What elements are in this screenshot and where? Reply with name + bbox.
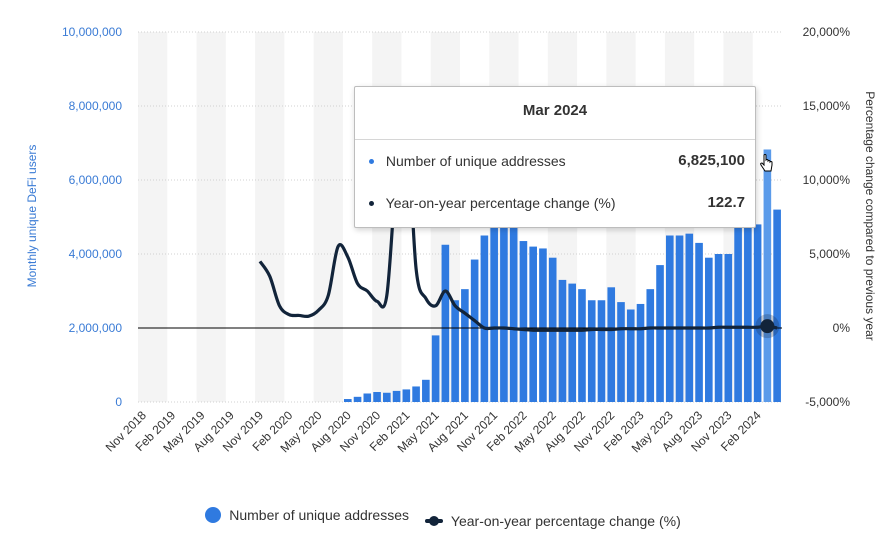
bar[interactable] (363, 393, 372, 402)
bar[interactable] (392, 390, 401, 402)
left-tick-label: 0 (115, 395, 122, 409)
tooltip-row-addresses: Number of unique addresses 6,825,100 (355, 140, 755, 182)
column-band (313, 32, 343, 402)
tooltip-row-label: Year-on-year percentage change (%) (385, 195, 616, 211)
bar[interactable] (607, 287, 616, 402)
bar[interactable] (431, 335, 440, 402)
bullet-icon (369, 200, 374, 206)
left-tick-label: 2,000,000 (69, 321, 123, 335)
bar[interactable] (480, 235, 489, 403)
bar[interactable] (587, 300, 596, 402)
bar[interactable] (383, 392, 391, 402)
bar[interactable] (490, 224, 498, 402)
tooltip-row-value: 6,825,100 (678, 152, 745, 169)
bar[interactable] (675, 235, 684, 403)
bar[interactable] (461, 289, 469, 402)
bar[interactable] (734, 224, 742, 402)
tooltip-row-yoy: Year-on-year percentage change (%) 122.7 (355, 182, 755, 224)
bar[interactable] (656, 265, 664, 402)
bar[interactable] (665, 235, 674, 403)
bullet-icon (369, 158, 374, 164)
column-band (138, 32, 168, 402)
bar[interactable] (558, 279, 567, 402)
legend-item-yoy[interactable]: Year-on-year percentage change (%) (424, 513, 681, 529)
line-path[interactable] (258, 115, 778, 332)
bar[interactable] (519, 241, 528, 402)
column-band (255, 32, 285, 402)
tooltip-row-value: 122.7 (707, 194, 745, 211)
bar[interactable] (597, 300, 606, 402)
bar[interactable] (636, 303, 645, 402)
bar[interactable] (451, 300, 459, 402)
right-tick-label: 10,000% (803, 173, 851, 187)
right-tick-label: 15,000% (803, 99, 851, 113)
line-point[interactable] (760, 319, 775, 334)
left-tick-label: 8,000,000 (69, 99, 123, 113)
left-axis-title: Monthly unique DeFi users (25, 145, 39, 288)
bar[interactable] (578, 289, 586, 402)
legend-item-addresses[interactable]: Number of unique addresses (205, 507, 409, 523)
bar[interactable] (705, 257, 713, 402)
bar-series[interactable] (343, 149, 781, 403)
bar[interactable] (539, 248, 547, 402)
bar[interactable] (646, 289, 655, 402)
bar[interactable] (470, 259, 479, 402)
tooltip-row-label: Number of unique addresses (385, 153, 566, 169)
bar[interactable] (343, 399, 352, 402)
right-tick-label: 0% (833, 321, 851, 335)
bar[interactable] (422, 379, 430, 402)
legend: Number of unique addresses Year-on-year … (0, 507, 886, 529)
right-axis-ticks: -5,000% 0% 5,000% 10,000% 15,000% 20,000% (803, 25, 851, 409)
left-tick-label: 4,000,000 (69, 247, 123, 261)
legend-label: Number of unique addresses (229, 507, 410, 523)
bar[interactable] (626, 309, 635, 403)
bar[interactable] (373, 392, 381, 402)
circle-icon (205, 507, 222, 523)
hand-cursor-icon (760, 154, 773, 172)
bar[interactable] (529, 246, 537, 402)
tooltip-title: Mar 2024 (355, 87, 755, 140)
right-tick-label: 5,000% (809, 247, 850, 261)
bar[interactable] (402, 389, 411, 402)
right-tick-label: 20,000% (803, 25, 851, 39)
bar[interactable] (753, 224, 762, 402)
bar[interactable] (744, 187, 752, 402)
left-tick-label: 6,000,000 (69, 173, 123, 187)
legend-label: Year-on-year percentage change (%) (450, 513, 681, 529)
bar[interactable] (617, 302, 625, 402)
bar[interactable] (763, 149, 772, 402)
bar[interactable] (412, 386, 420, 402)
bar[interactable] (509, 220, 518, 402)
tooltip: Mar 2024 Number of unique addresses 6,82… (354, 86, 756, 228)
column-band (196, 32, 226, 402)
bar[interactable] (695, 242, 703, 402)
left-axis-ticks: 0 2,000,000 4,000,000 6,000,000 8,000,000 10,… (62, 25, 122, 409)
left-tick-label: 10,000,000 (62, 25, 122, 39)
right-tick-label: -5,000% (805, 395, 850, 409)
line-series[interactable] (258, 115, 780, 339)
bar[interactable] (353, 396, 362, 402)
bar[interactable] (773, 209, 781, 402)
bar[interactable] (500, 215, 508, 402)
line-marker-icon (424, 516, 443, 526)
right-axis-title: Percentage change compared to previous y… (863, 91, 877, 341)
bar[interactable] (441, 244, 450, 402)
bar[interactable] (568, 283, 577, 402)
bar[interactable] (685, 233, 694, 402)
